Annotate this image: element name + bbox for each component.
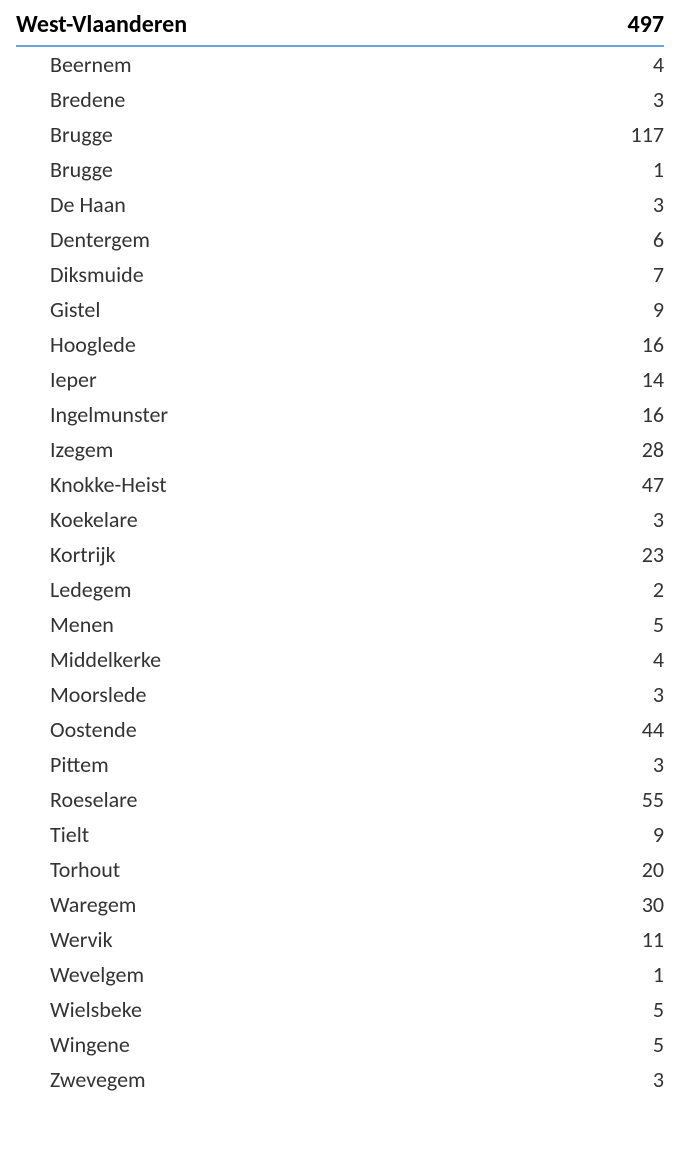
city-name: Brugge	[16, 121, 113, 148]
city-value: 2	[653, 576, 664, 603]
city-value: 4	[653, 646, 664, 673]
city-value: 3	[653, 506, 664, 533]
city-name: Ieper	[16, 366, 97, 393]
city-name: Diksmuide	[16, 261, 144, 288]
city-value: 9	[653, 821, 664, 848]
table-row: Moorslede 3	[16, 677, 664, 712]
city-name: Middelkerke	[16, 646, 161, 673]
city-name: Hooglede	[16, 331, 136, 358]
province-name: West-Vlaanderen	[16, 10, 187, 39]
table-row: Brugge 1	[16, 152, 664, 187]
city-name: Beernem	[16, 51, 132, 78]
city-name: Ledegem	[16, 576, 131, 603]
table-row: Wielsbeke 5	[16, 992, 664, 1027]
city-name: Ingelmunster	[16, 401, 168, 428]
city-value: 20	[642, 856, 664, 883]
city-name: Izegem	[16, 436, 113, 463]
table-row: Diksmuide 7	[16, 257, 664, 292]
city-value: 28	[642, 436, 664, 463]
city-value: 5	[653, 611, 664, 638]
table-row: Wingene 5	[16, 1027, 664, 1062]
table-row: Gistel 9	[16, 292, 664, 327]
city-name: Oostende	[16, 716, 137, 743]
city-value: 4	[653, 51, 664, 78]
city-value: 44	[642, 716, 664, 743]
city-name: Wielsbeke	[16, 996, 142, 1023]
city-name: Moorslede	[16, 681, 146, 708]
city-value: 3	[653, 191, 664, 218]
table-row: De Haan 3	[16, 187, 664, 222]
table-row: Hooglede 16	[16, 327, 664, 362]
city-name: De Haan	[16, 191, 126, 218]
city-name: Gistel	[16, 296, 100, 323]
table-row: Oostende 44	[16, 712, 664, 747]
city-value: 3	[653, 681, 664, 708]
city-name: Brugge	[16, 156, 113, 183]
city-value: 16	[642, 401, 664, 428]
table-row: Wervik 11	[16, 922, 664, 957]
city-value: 7	[653, 261, 664, 288]
city-name: Koekelare	[16, 506, 138, 533]
city-value: 3	[653, 1066, 664, 1093]
city-name: Menen	[16, 611, 114, 638]
table-row: Koekelare 3	[16, 502, 664, 537]
city-name: Wevelgem	[16, 961, 144, 988]
table-row: Bredene 3	[16, 82, 664, 117]
city-value: 11	[642, 926, 664, 953]
city-value: 3	[653, 751, 664, 778]
city-name: Tielt	[16, 821, 89, 848]
city-name: Zwevegem	[16, 1066, 146, 1093]
city-value: 16	[642, 331, 664, 358]
city-value: 6	[653, 226, 664, 253]
table-row: Wevelgem 1	[16, 957, 664, 992]
table-row: Ledegem 2	[16, 572, 664, 607]
city-name: Bredene	[16, 86, 125, 113]
table-row: Beernem 4	[16, 47, 664, 82]
table-row: Waregem 30	[16, 887, 664, 922]
city-value: 5	[653, 1031, 664, 1058]
table-row: Dentergem 6	[16, 222, 664, 257]
city-value: 3	[653, 86, 664, 113]
table-row: Middelkerke 4	[16, 642, 664, 677]
city-name: Pittem	[16, 751, 109, 778]
city-name: Wingene	[16, 1031, 130, 1058]
city-value: 5	[653, 996, 664, 1023]
city-value: 14	[642, 366, 664, 393]
table-row: Izegem 28	[16, 432, 664, 467]
table-row: Menen 5	[16, 607, 664, 642]
city-value: 23	[642, 541, 664, 568]
table-row: Zwevegem 3	[16, 1062, 664, 1097]
table-row: Brugge 117	[16, 117, 664, 152]
city-value: 30	[642, 891, 664, 918]
city-name: Wervik	[16, 926, 113, 953]
city-value: 1	[653, 156, 664, 183]
table-row: Knokke-Heist 47	[16, 467, 664, 502]
city-value: 55	[642, 786, 664, 813]
table-row: Ingelmunster 16	[16, 397, 664, 432]
table-row: Roeselare 55	[16, 782, 664, 817]
province-total: 497	[628, 10, 665, 39]
table-row: Torhout 20	[16, 852, 664, 887]
province-header-row: West-Vlaanderen 497	[16, 8, 664, 47]
table-row: Kortrijk 23	[16, 537, 664, 572]
city-name: Waregem	[16, 891, 136, 918]
table-row: Tielt 9	[16, 817, 664, 852]
city-name: Roeselare	[16, 786, 138, 813]
table-row: Pittem 3	[16, 747, 664, 782]
city-value: 1	[653, 961, 664, 988]
city-value: 47	[642, 471, 664, 498]
city-name: Dentergem	[16, 226, 150, 253]
city-name: Torhout	[16, 856, 120, 883]
city-rows-container: Beernem4Bredene3Brugge117Brugge1De Haan3…	[16, 47, 664, 1097]
city-value: 117	[631, 121, 664, 148]
city-name: Knokke-Heist	[16, 471, 167, 498]
table-row: Ieper 14	[16, 362, 664, 397]
city-value: 9	[653, 296, 664, 323]
city-name: Kortrijk	[16, 541, 116, 568]
